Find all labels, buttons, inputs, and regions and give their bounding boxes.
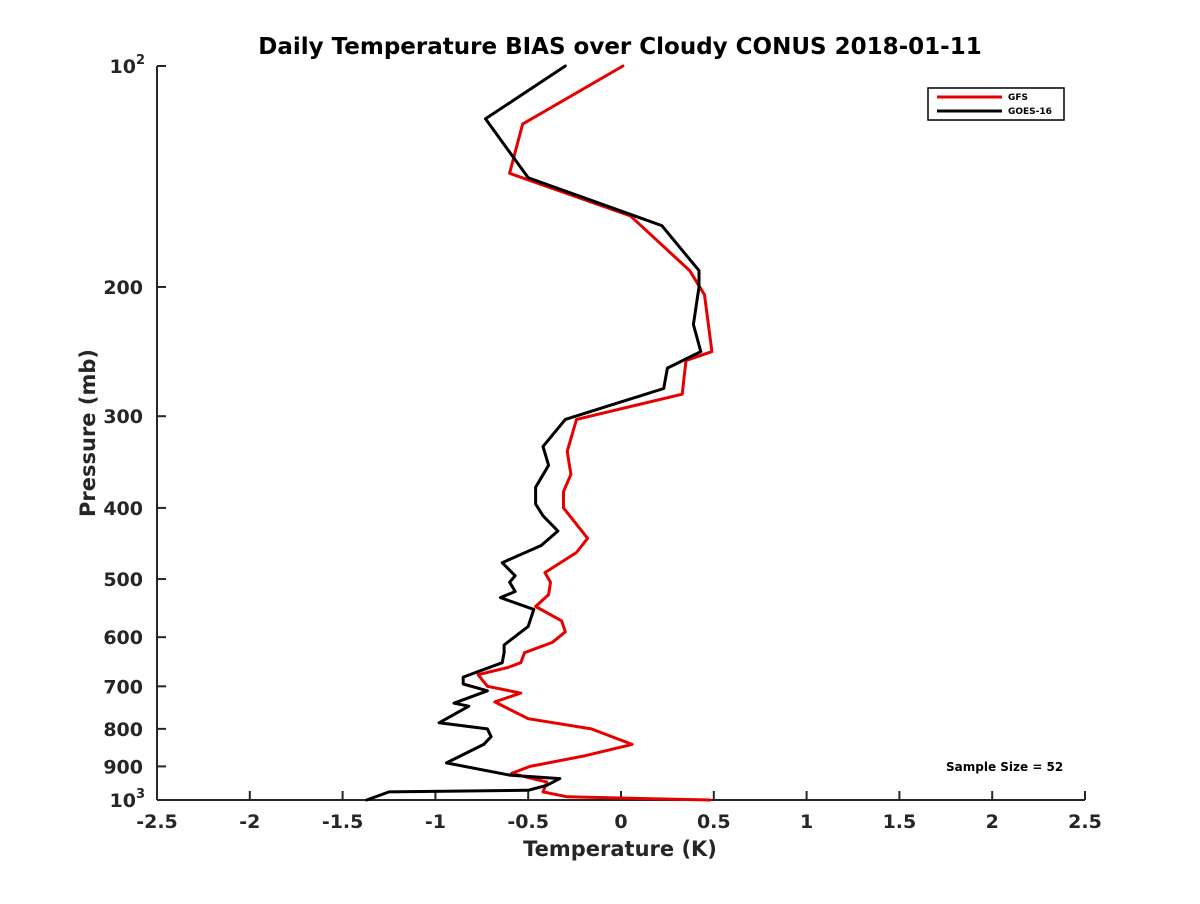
x-tick-label: 1 — [800, 811, 813, 833]
y-tick-label: 600 — [103, 627, 143, 649]
x-tick-label: 0.5 — [697, 811, 731, 833]
x-tick-label: 0 — [614, 811, 627, 833]
series-line-goes-16 — [365, 64, 703, 802]
x-tick-label: 2 — [986, 811, 999, 833]
y-tick-exponent: 2 — [136, 53, 145, 68]
y-tick-label: 700 — [103, 676, 143, 698]
y-tick-label: 200 — [103, 277, 143, 299]
y-tick-label: 500 — [103, 569, 143, 591]
x-tick-label: -0.5 — [507, 811, 549, 833]
y-axis-label: Pressure (mb) — [76, 349, 100, 517]
y-tick-label: 400 — [103, 498, 143, 520]
axes: -2.5 -2 -1.5 -1 -0.5 0 0.5 1 1.5 2 2.5102200300400… — [103, 53, 1102, 833]
legend: GFS GOES-16 — [927, 87, 1065, 121]
series-lines — [365, 64, 714, 802]
y-tick-label: 900 — [103, 756, 143, 778]
x-tick-label: -1.5 — [322, 811, 364, 833]
series-line-gfs — [476, 64, 714, 802]
legend-label-goes-16: GOES-16 — [1008, 107, 1052, 117]
x-tick-label: -2.5 — [136, 811, 178, 833]
sample-size-annotation: Sample Size = 52 — [946, 760, 1063, 774]
y-tick-label: 800 — [103, 719, 143, 741]
y-tick-exponent: 3 — [136, 787, 145, 802]
x-axis-label: Temperature (K) — [523, 837, 717, 861]
legend-label-gfs: GFS — [1008, 93, 1028, 103]
chart-title: Daily Temperature BIAS over Cloudy CONUS… — [258, 34, 981, 60]
y-tick-label: 300 — [103, 406, 143, 428]
x-tick-label: -2 — [239, 811, 260, 833]
legend-box — [927, 87, 1065, 121]
x-tick-label: 1.5 — [883, 811, 917, 833]
x-tick-label: 2.5 — [1068, 811, 1102, 833]
x-tick-label: -1 — [425, 811, 446, 833]
